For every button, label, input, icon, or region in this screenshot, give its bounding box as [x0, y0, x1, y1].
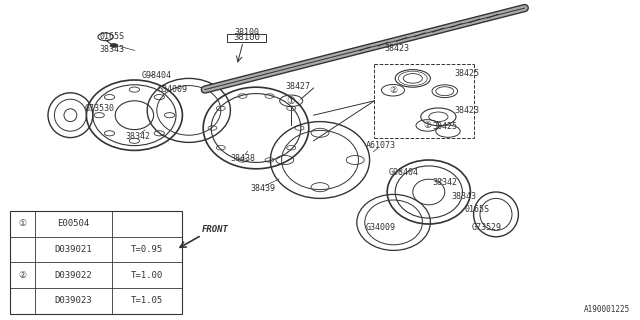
Text: 38425: 38425 — [432, 122, 458, 131]
Text: D039022: D039022 — [55, 271, 92, 280]
Text: A190001225: A190001225 — [584, 305, 630, 314]
Text: 38423: 38423 — [454, 106, 480, 115]
Text: FRONT: FRONT — [202, 225, 228, 234]
Text: 38100: 38100 — [234, 28, 259, 36]
Text: D039023: D039023 — [55, 296, 92, 305]
Text: ②: ② — [389, 86, 397, 95]
Text: D039021: D039021 — [55, 245, 92, 254]
Text: 38100: 38100 — [233, 33, 260, 42]
Text: 38342: 38342 — [125, 132, 150, 140]
Text: 38439: 38439 — [250, 184, 275, 193]
Text: 38438: 38438 — [230, 154, 256, 163]
Bar — [10, 211, 182, 314]
Text: G98404: G98404 — [142, 71, 172, 80]
Text: G73530: G73530 — [84, 104, 114, 113]
Text: ①: ① — [19, 220, 26, 228]
Text: G73529: G73529 — [472, 223, 501, 232]
Text: 38423: 38423 — [384, 44, 410, 52]
Text: E00504: E00504 — [58, 220, 90, 228]
Text: 38342: 38342 — [432, 178, 458, 187]
Text: T=1.00: T=1.00 — [131, 271, 163, 280]
Text: G34009: G34009 — [366, 223, 396, 232]
Text: 38343: 38343 — [451, 192, 477, 201]
Text: 0165S: 0165S — [99, 32, 125, 41]
Circle shape — [110, 44, 118, 47]
Text: A61073: A61073 — [366, 141, 396, 150]
Text: 38425: 38425 — [454, 69, 480, 78]
Bar — [227, 34, 266, 42]
Text: 38343: 38343 — [99, 45, 125, 54]
Text: T=0.95: T=0.95 — [131, 245, 163, 254]
Text: 38427: 38427 — [285, 82, 310, 91]
Text: 0165S: 0165S — [464, 205, 490, 214]
Text: G34009: G34009 — [158, 85, 188, 94]
Text: ②: ② — [19, 271, 26, 280]
Text: ②: ② — [424, 121, 431, 130]
Text: ①: ① — [286, 96, 295, 106]
Text: T=1.05: T=1.05 — [131, 296, 163, 305]
Text: G98404: G98404 — [388, 168, 418, 177]
